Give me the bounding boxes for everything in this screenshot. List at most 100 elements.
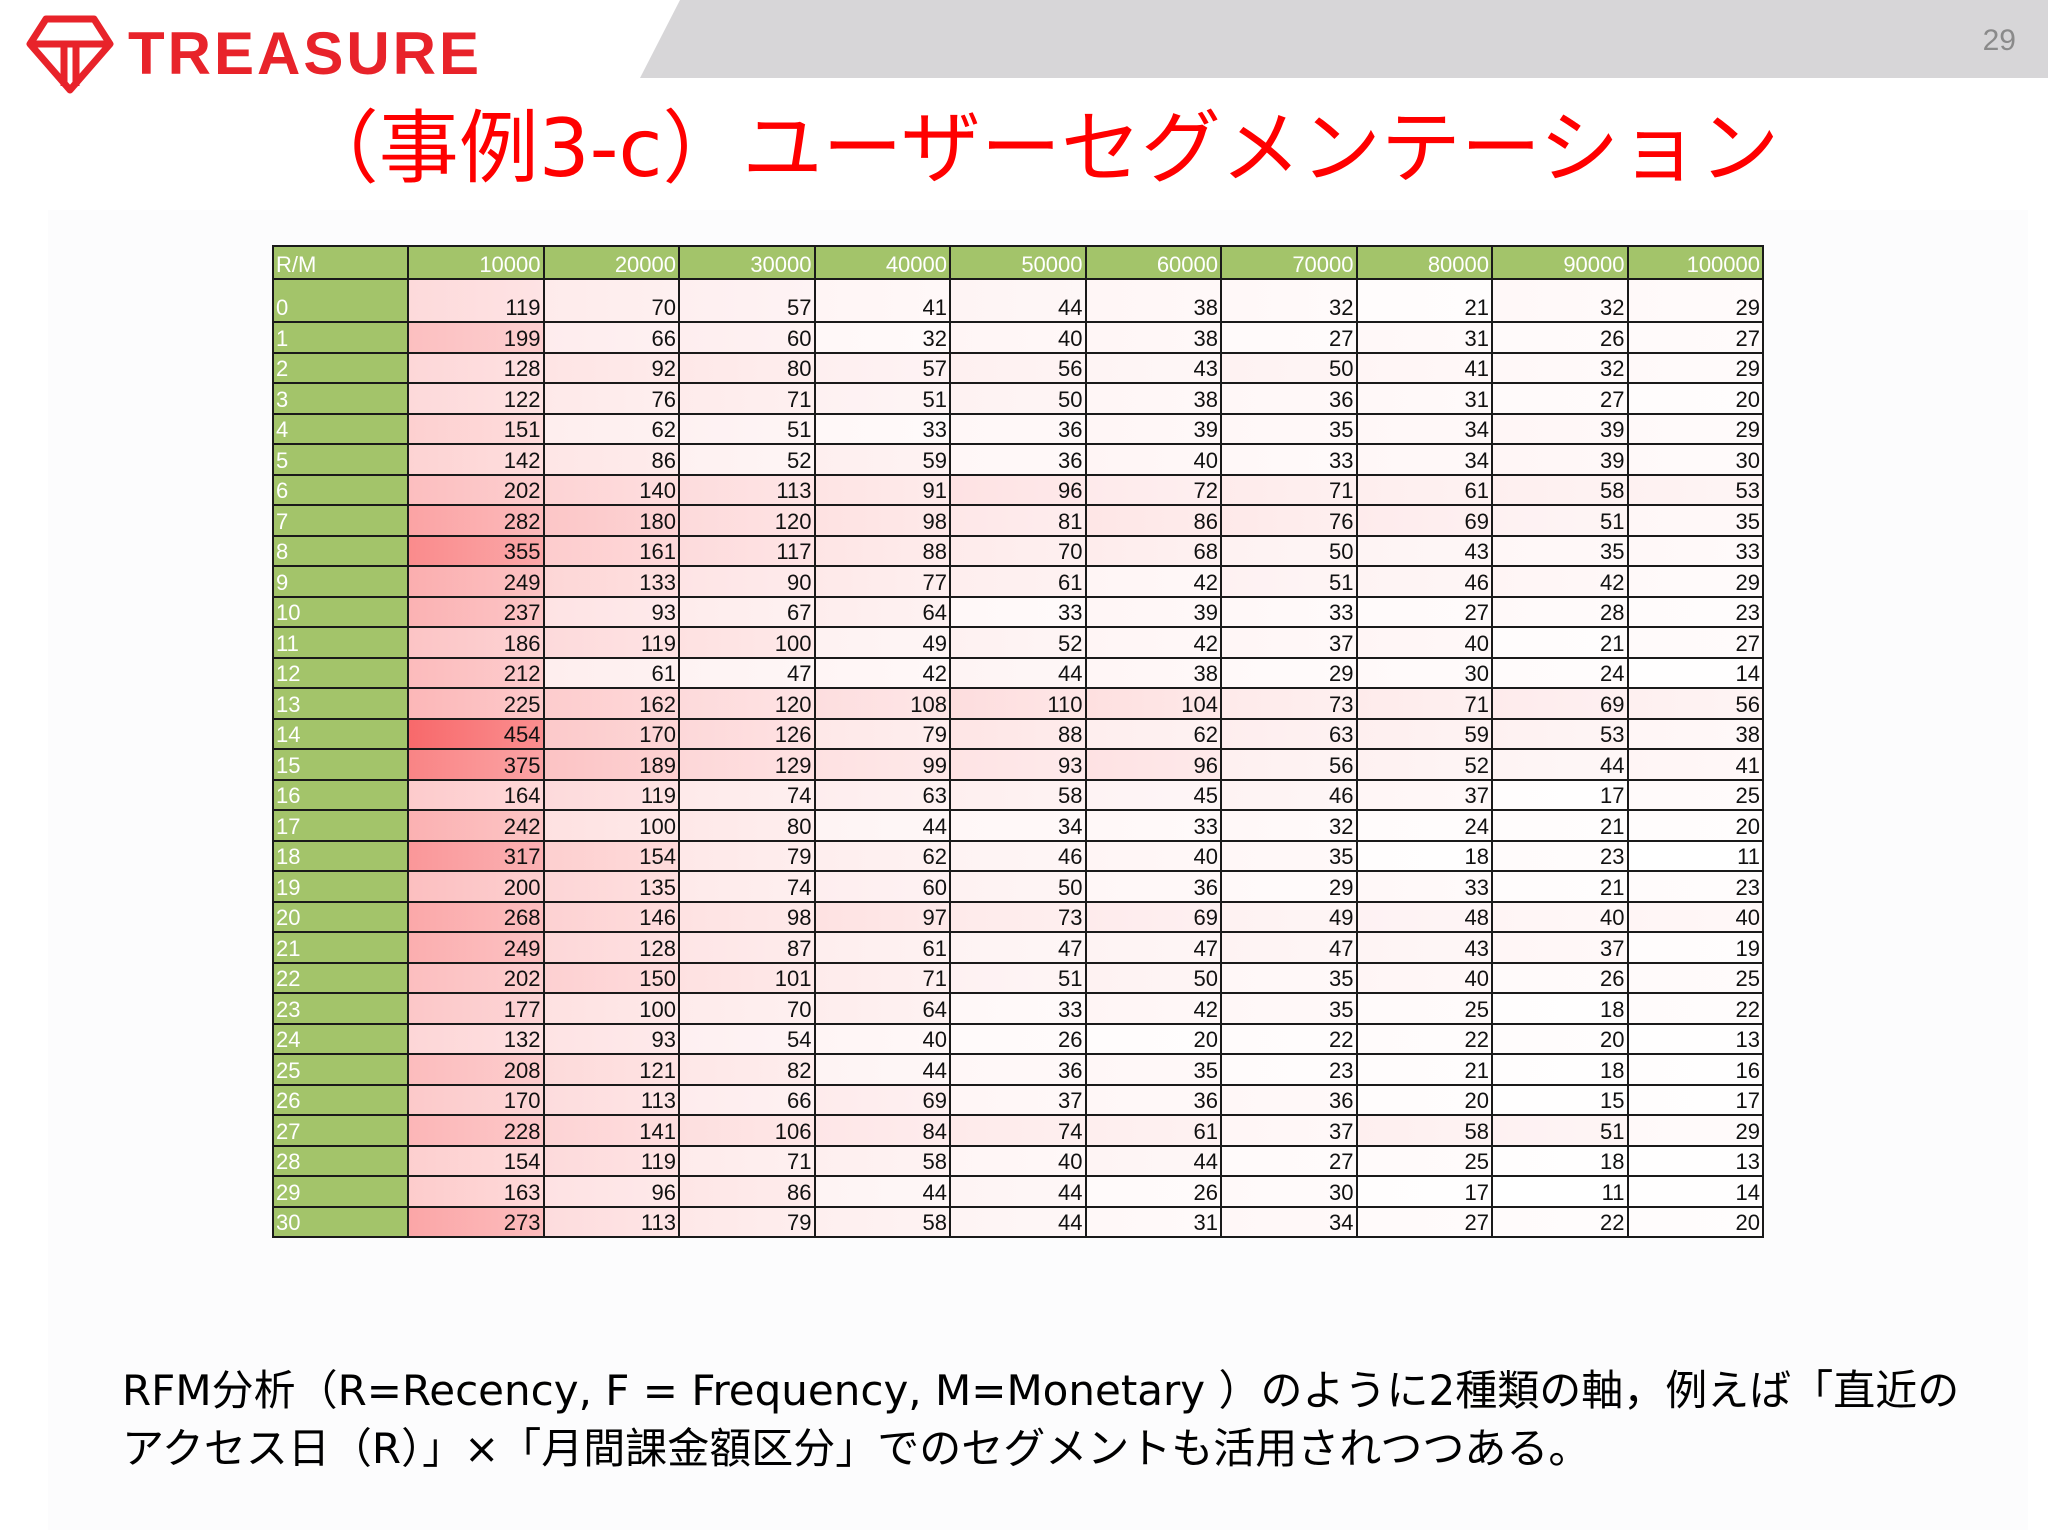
table-cell: 21 <box>1491 809 1629 842</box>
table-cell: 98 <box>678 900 816 933</box>
table-cell: 249 <box>407 565 545 598</box>
table-cell: 79 <box>678 1205 816 1238</box>
table-cell: 74 <box>678 870 816 903</box>
row-label: 10 <box>272 595 409 628</box>
table-cell: 119 <box>542 626 680 659</box>
table-cell: 93 <box>542 595 680 628</box>
table-cell: 29 <box>1220 870 1358 903</box>
table-row: 15 375 189 129 99 93 96 56 52 44 41 <box>272 748 1764 781</box>
treasure-logo: TREASURE <box>26 14 482 94</box>
table-cell: 23 <box>1626 870 1764 903</box>
table-cell: 21 <box>1491 870 1629 903</box>
table-cell: 56 <box>949 351 1087 384</box>
table-cell: 66 <box>678 1083 816 1116</box>
table-cell: 150 <box>542 961 680 994</box>
table-row: 0 119 70 57 41 44 38 32 21 32 29 <box>272 278 1764 323</box>
table-cell: 37 <box>1220 1114 1358 1147</box>
row-label: 9 <box>272 565 409 598</box>
table-cell: 110 <box>949 687 1087 720</box>
table-cell: 21 <box>1491 626 1629 659</box>
row-label: 28 <box>272 1144 409 1177</box>
table-cell: 51 <box>949 961 1087 994</box>
table-cell: 86 <box>542 443 680 476</box>
table-cell: 61 <box>813 931 951 964</box>
table-cell: 40 <box>1084 839 1222 872</box>
table-cell: 126 <box>678 717 816 750</box>
table-cell: 87 <box>678 931 816 964</box>
table-cell: 36 <box>949 412 1087 445</box>
table-header-row: R/M 10000 20000 30000 40000 50000 60000 … <box>272 245 1764 280</box>
table-cell: 202 <box>407 473 545 506</box>
table-cell: 64 <box>813 992 951 1025</box>
row-label: 8 <box>272 534 409 567</box>
row-label: 22 <box>272 961 409 994</box>
table-cell: 73 <box>949 900 1087 933</box>
table-cell: 26 <box>1491 321 1629 354</box>
table-cell: 128 <box>542 931 680 964</box>
table-cell: 29 <box>1626 351 1764 384</box>
table-cell: 74 <box>678 778 816 811</box>
table-cell: 106 <box>678 1114 816 1147</box>
table-cell: 69 <box>1084 900 1222 933</box>
table-cell: 11 <box>1491 1175 1629 1208</box>
table-cell: 180 <box>542 504 680 537</box>
table-cell: 120 <box>678 687 816 720</box>
table-cell: 170 <box>542 717 680 750</box>
table-row: 10 237 93 67 64 33 39 33 27 28 23 <box>272 595 1764 628</box>
table-cell: 47 <box>678 656 816 689</box>
table-cell: 119 <box>542 778 680 811</box>
table-cell: 19 <box>1626 931 1764 964</box>
table-cell: 189 <box>542 748 680 781</box>
table-cell: 34 <box>949 809 1087 842</box>
table-cell: 62 <box>813 839 951 872</box>
logo-text: TREASURE <box>128 20 483 87</box>
table-row: 22 202 150 101 71 51 50 35 40 26 25 <box>272 961 1764 994</box>
table-cell: 42 <box>813 656 951 689</box>
table-cell: 225 <box>407 687 545 720</box>
table-cell: 162 <box>542 687 680 720</box>
table-cell: 72 <box>1084 473 1222 506</box>
table-cell: 35 <box>1220 992 1358 1025</box>
table-cell: 29 <box>1626 1114 1764 1147</box>
table-cell: 46 <box>949 839 1087 872</box>
table-cell: 20 <box>1084 1022 1222 1055</box>
table-cell: 121 <box>542 1053 680 1086</box>
table-cell: 27 <box>1220 1144 1358 1177</box>
table-row: 5 142 86 52 59 36 40 33 34 39 30 <box>272 443 1764 476</box>
table-cell: 23 <box>1491 839 1629 872</box>
column-header: 50000 <box>949 245 1087 280</box>
table-row: 20 268 146 98 97 73 69 49 48 40 40 <box>272 900 1764 933</box>
table-cell: 41 <box>1626 748 1764 781</box>
table-cell: 33 <box>949 595 1087 628</box>
table-cell: 33 <box>1626 534 1764 567</box>
table-cell: 26 <box>1084 1175 1222 1208</box>
table-cell: 30 <box>1355 656 1493 689</box>
table-row: 13 225 162 120 108 110 104 73 71 69 56 <box>272 687 1764 720</box>
table-cell: 70 <box>542 278 680 323</box>
table-cell: 37 <box>949 1083 1087 1116</box>
table-cell: 140 <box>542 473 680 506</box>
row-label: 25 <box>272 1053 409 1086</box>
table-cell: 22 <box>1355 1022 1493 1055</box>
row-label: 5 <box>272 443 409 476</box>
table-cell: 71 <box>1220 473 1358 506</box>
table-cell: 56 <box>1626 687 1764 720</box>
table-cell: 33 <box>813 412 951 445</box>
table-cell: 17 <box>1626 1083 1764 1116</box>
table-cell: 40 <box>1355 961 1493 994</box>
table-cell: 18 <box>1491 1144 1629 1177</box>
table-cell: 50 <box>1220 351 1358 384</box>
table-cell: 119 <box>407 278 545 323</box>
row-label: 6 <box>272 473 409 506</box>
table-cell: 84 <box>813 1114 951 1147</box>
table-cell: 86 <box>1084 504 1222 537</box>
table-cell: 67 <box>678 595 816 628</box>
table-cell: 44 <box>813 1053 951 1086</box>
table-cell: 30 <box>1626 443 1764 476</box>
table-cell: 14 <box>1626 656 1764 689</box>
table-cell: 31 <box>1355 321 1493 354</box>
table-cell: 128 <box>407 351 545 384</box>
column-header: 40000 <box>813 245 951 280</box>
table-cell: 117 <box>678 534 816 567</box>
table-cell: 375 <box>407 748 545 781</box>
